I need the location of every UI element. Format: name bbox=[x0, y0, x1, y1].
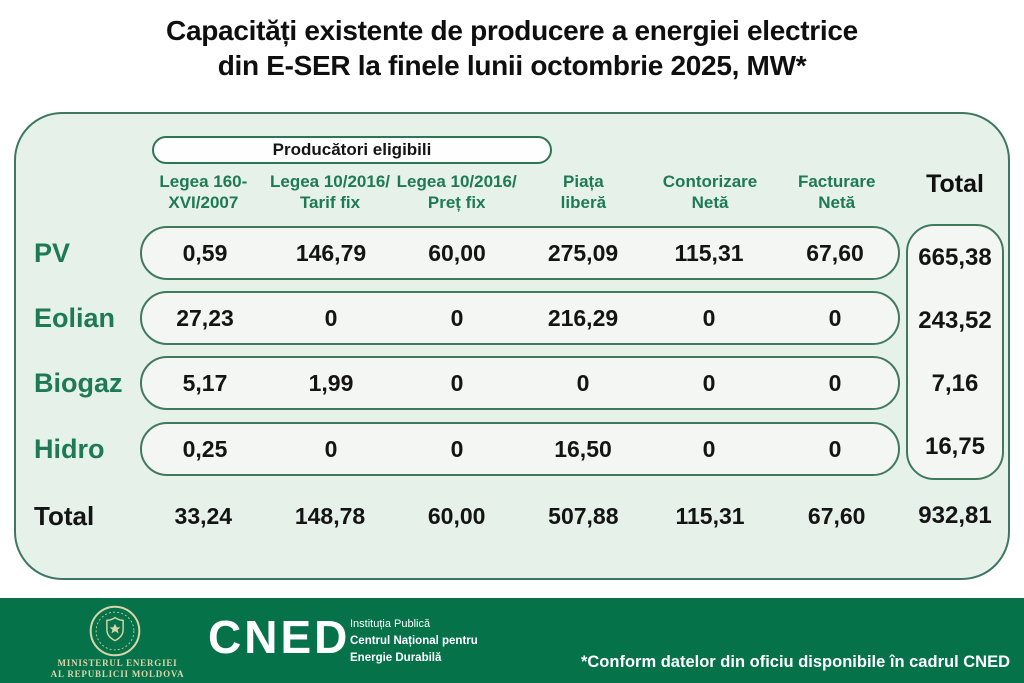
column-header-contorizare-neta: Contorizare Netă bbox=[662, 172, 758, 212]
total-value-cell: 60,00 bbox=[427, 502, 486, 529]
cned-tagline-line1: Instituția Publică bbox=[350, 618, 431, 630]
title-line2: din E-SER la finele lunii octombrie 2025… bbox=[217, 49, 807, 81]
value-cell: 0 bbox=[450, 304, 464, 331]
total-column-box: 665,38 243,52 7,16 16,75 bbox=[906, 224, 1004, 480]
totals-row-label: Total bbox=[34, 501, 95, 531]
value-cell: 0 bbox=[828, 369, 842, 396]
total-value-cell: 115,31 bbox=[675, 502, 745, 529]
total-value-cell: 507,88 bbox=[548, 502, 619, 529]
footer-band: MINISTERUL ENERGIEI AL REPUBLICII MOLDOV… bbox=[0, 598, 1024, 683]
column-header-legea-160: Legea 160- XVI/2007 bbox=[159, 172, 248, 212]
total-value-cell: 148,78 bbox=[294, 502, 366, 529]
row-values-pill: 0,59 146,79 60,00 275,09 115,31 67,60 bbox=[140, 226, 900, 280]
cned-logo: CNED bbox=[208, 611, 351, 663]
value-cell: 0 bbox=[324, 304, 338, 331]
row-total-hidro: 16,75 bbox=[924, 432, 986, 460]
row-total-eolian: 243,52 bbox=[918, 306, 992, 334]
value-cell: 0,25 bbox=[182, 435, 228, 462]
value-cell: 0 bbox=[828, 435, 842, 462]
value-cell: 0 bbox=[702, 304, 716, 331]
page-title: Capacități existente de producere a ener… bbox=[0, 14, 1024, 83]
value-cell: 0 bbox=[702, 435, 716, 462]
ministry-line2: AL REPUBLICII MOLDOVA bbox=[50, 669, 185, 680]
value-cell: 0 bbox=[576, 369, 590, 396]
cned-tagline-line3: Energie Durabilă bbox=[350, 651, 442, 664]
row-label-hidro: Hidro bbox=[34, 434, 105, 464]
table-row-pv: PV 0,59 146,79 60,00 275,09 115,31 67,60 bbox=[16, 226, 1008, 280]
value-cell: 146,79 bbox=[295, 239, 367, 266]
capacity-table-panel: Producători eligibili Legea 160- XVI/200… bbox=[14, 112, 1010, 580]
value-cell: 0 bbox=[450, 435, 464, 462]
value-cell: 0 bbox=[450, 369, 464, 396]
column-header-facturare-neta: Facturare Netă bbox=[797, 172, 876, 212]
cned-tagline-line2: Centrul Național pentru bbox=[350, 634, 478, 647]
total-value-cell: 67,60 bbox=[807, 502, 866, 529]
row-total-pv: 665,38 bbox=[918, 243, 992, 271]
table-row-hidro: Hidro 0,25 0 0 16,50 0 0 bbox=[16, 422, 1008, 476]
value-cell: 275,09 bbox=[547, 239, 619, 266]
moldova-state-emblem-icon bbox=[89, 605, 141, 657]
table-row-biogaz: Biogaz 5,17 1,99 0 0 0 0 bbox=[16, 356, 1008, 410]
value-cell: 0 bbox=[828, 304, 842, 331]
ministry-label: MINISTERUL ENERGIEI AL REPUBLICII MOLDOV… bbox=[25, 658, 210, 681]
value-cell: 16,50 bbox=[554, 435, 612, 462]
value-cell: 67,60 bbox=[806, 239, 864, 266]
group-header-label: Producători eligibili bbox=[272, 140, 432, 159]
group-header-producatori-eligibili: Producători eligibili bbox=[152, 136, 552, 164]
row-values-pill: 0,25 0 0 16,50 0 0 bbox=[140, 422, 900, 476]
value-cell: 216,29 bbox=[547, 304, 619, 331]
value-cell: 115,31 bbox=[674, 239, 744, 266]
row-total-biogaz: 7,16 bbox=[931, 369, 979, 397]
column-header-piata-libera: Piața liberă bbox=[560, 172, 607, 212]
table-row-eolian: Eolian 27,23 0 0 216,29 0 0 bbox=[16, 291, 1008, 345]
total-value-cell: 33,24 bbox=[174, 502, 233, 529]
title-line1: Capacități existente de producere a ener… bbox=[166, 15, 858, 46]
value-cell: 0 bbox=[324, 435, 338, 462]
row-label-eolian: Eolian bbox=[34, 303, 116, 333]
value-cell: 1,99 bbox=[308, 369, 354, 396]
grand-total-value: 932,81 bbox=[918, 502, 992, 529]
cned-tagline: Instituția Publică Centrul Național pent… bbox=[350, 617, 478, 666]
value-cell: 5,17 bbox=[182, 369, 228, 396]
column-header-legea-10-pret-fix: Legea 10/2016/ Preț fix bbox=[396, 172, 517, 212]
row-label-biogaz: Biogaz bbox=[34, 368, 123, 398]
column-header-legea-10-tarif-fix: Legea 10/2016/ Tarif fix bbox=[269, 172, 391, 212]
row-values-pill: 5,17 1,99 0 0 0 0 bbox=[140, 356, 900, 410]
value-cell: 27,23 bbox=[176, 304, 234, 331]
row-label-pv: PV bbox=[34, 238, 71, 268]
table-row-totals: Total 33,24 148,78 60,00 507,88 115,31 6… bbox=[16, 500, 1008, 532]
value-cell: 0 bbox=[702, 369, 716, 396]
data-source-footnote: *Conform datelor din oficiu disponibile … bbox=[580, 653, 1010, 671]
totals-row-values: 33,24 148,78 60,00 507,88 115,31 67,60 bbox=[140, 500, 900, 532]
row-values-pill: 27,23 0 0 216,29 0 0 bbox=[140, 291, 900, 345]
value-cell: 0,59 bbox=[182, 239, 228, 266]
column-headers: Legea 160- XVI/2007 Legea 10/2016/ Tarif… bbox=[140, 168, 900, 218]
column-header-total: Total bbox=[926, 170, 984, 198]
ministry-line1: MINISTERUL ENERGIEI bbox=[57, 658, 178, 668]
value-cell: 60,00 bbox=[428, 239, 486, 266]
